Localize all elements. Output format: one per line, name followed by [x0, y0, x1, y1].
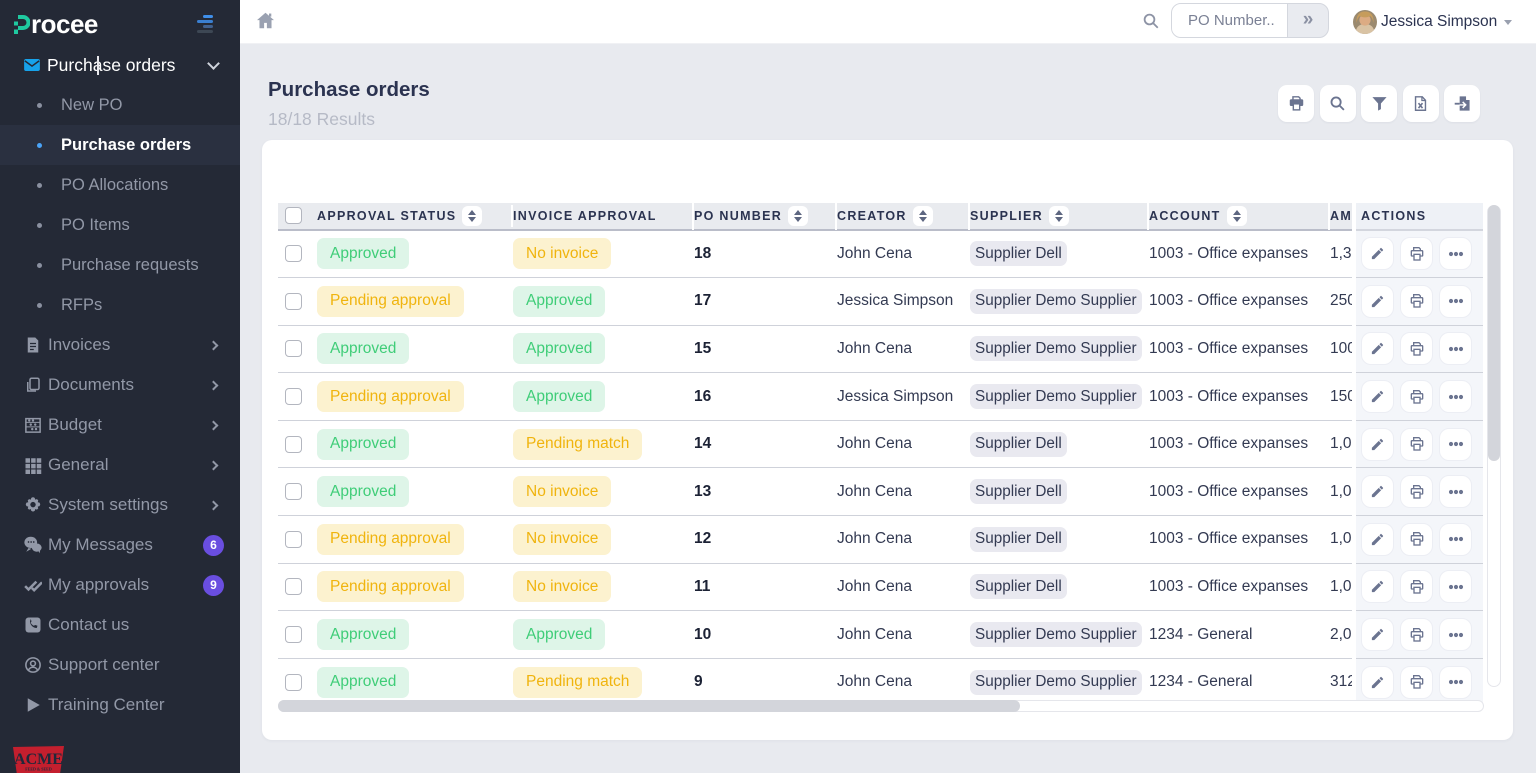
svg-text:FEED & SEED: FEED & SEED	[25, 767, 52, 772]
svg-text:ACME: ACME	[14, 751, 63, 768]
